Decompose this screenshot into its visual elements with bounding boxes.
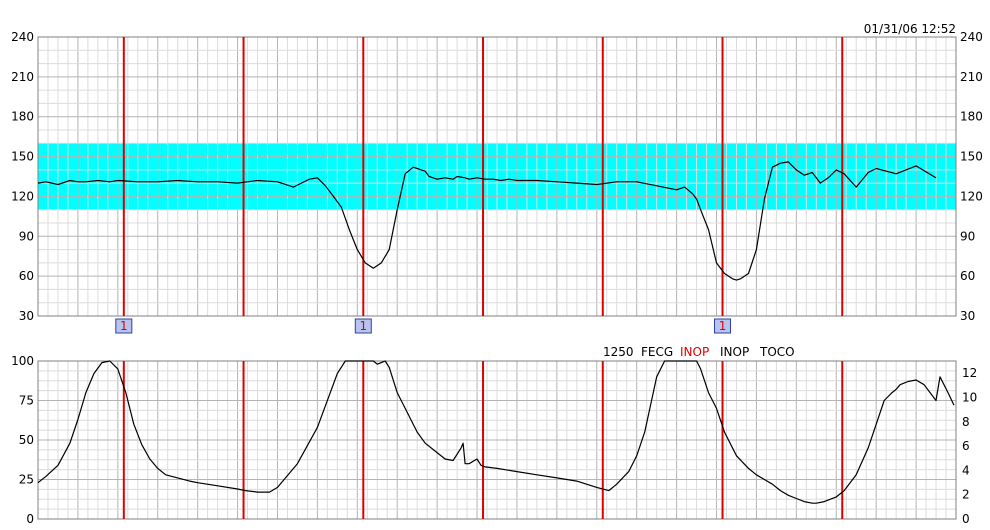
y2-tick-label: 0 (962, 512, 970, 526)
event-marker (354, 318, 372, 334)
y-tick-label: 90 (19, 229, 34, 243)
y-tick-label-right: 120 (960, 189, 983, 203)
y-tick-label: 180 (11, 110, 34, 124)
y-tick-label: 120 (11, 189, 34, 203)
y-tick-label-right: 60 (960, 269, 975, 283)
fhr-event-markers: 1 1 1 (115, 318, 732, 334)
y2-tick-label: 6 (962, 439, 970, 453)
event-label: 1 (120, 319, 128, 333)
y-tick-label: 75 (19, 394, 34, 408)
event-marker (714, 318, 732, 334)
y-tick-label: 150 (11, 150, 34, 164)
status-item: INOP (720, 345, 749, 359)
y-tick-label: 50 (19, 433, 34, 447)
y2-tick-label: 12 (962, 366, 977, 380)
y-tick-label: 60 (19, 269, 34, 283)
y-tick-label: 0 (26, 512, 34, 526)
event-label: 1 (719, 319, 727, 333)
y2-tick-label: 8 (962, 415, 970, 429)
y-tick-label: 210 (11, 70, 34, 84)
toco-trace (37, 360, 955, 504)
trace-line (37, 360, 955, 504)
toco-marker-lines (122, 361, 844, 519)
y-tick-label-right: 240 (960, 30, 983, 44)
status-item: INOP (680, 345, 709, 359)
panel-border (37, 360, 957, 520)
event-marker (115, 318, 133, 334)
trace-line (37, 161, 937, 281)
y-tick-label: 30 (19, 309, 34, 323)
fhr-marker-lines (122, 37, 844, 316)
toco-grid (37, 360, 957, 520)
y-tick-label: 240 (11, 30, 34, 44)
y-tick-label-right: 90 (960, 229, 975, 243)
fhr-trace (37, 161, 937, 281)
panel-border (37, 36, 957, 317)
y2-tick-label: 4 (962, 463, 970, 477)
event-label: 1 (359, 319, 367, 333)
status-item: FECG (641, 345, 673, 359)
y2-tick-label: 10 (962, 390, 977, 404)
y-tick-label-right: 180 (960, 110, 983, 124)
y-tick-label-right: 210 (960, 70, 983, 84)
y-tick-label-right: 30 (960, 309, 975, 323)
status-item: 1250 (603, 345, 634, 359)
timestamp: 01/31/06 12:52 (864, 22, 956, 36)
y2-tick-label: 2 (962, 488, 970, 502)
fhr-grid (37, 36, 957, 317)
status-item: TOCO (759, 345, 795, 359)
y-tick-label: 100 (11, 354, 34, 368)
toco-tick-labels: 0 25 50 75 100 0 2 4 6 8 10 12 (11, 354, 977, 526)
y-tick-label: 25 (19, 473, 34, 487)
fhr-tick-labels: 30 30 60 60 90 90 120 120 150 150 180 180 210 210 240 2… (11, 30, 983, 323)
y-tick-label-right: 150 (960, 150, 983, 164)
status-bar: 1250 FECG INOP INOP TOCO (603, 345, 795, 359)
